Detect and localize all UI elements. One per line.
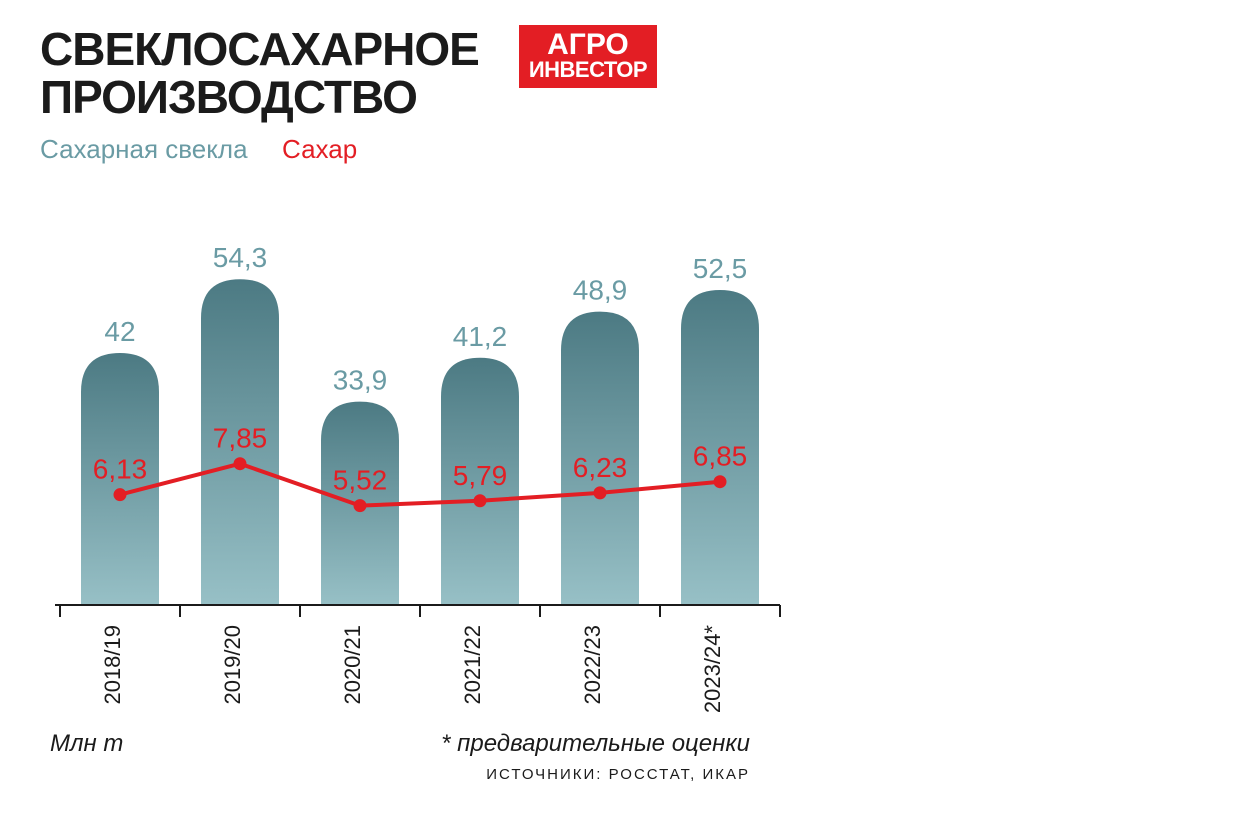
bar-value-label: 42	[104, 316, 135, 347]
title-line-2: ПРОИЗВОДСТВО	[40, 71, 417, 123]
line-value-label: 7,85	[213, 422, 268, 453]
sources-label: ИСТОЧНИКИ: РОССТАТ, ИКАР	[50, 766, 750, 783]
chart-svg: 42 54,3 33,9 41,2 48,9 52,5 2018/19 2019/20 2020…	[50, 190, 790, 715]
x-category-label: 2019/20	[220, 625, 245, 705]
bar-value-label: 48,9	[573, 274, 628, 305]
line-value-label: 5,52	[333, 464, 388, 495]
line-value-label: 6,13	[93, 453, 148, 484]
x-category-label: 2023/24*	[700, 624, 725, 713]
legend-item-line: Сахар	[282, 134, 357, 165]
bar-value-label: 54,3	[213, 242, 268, 273]
bar-value-label: 33,9	[333, 364, 388, 395]
line-value-label: 6,85	[693, 440, 748, 471]
x-category-label: 2020/21	[340, 625, 365, 705]
footer-row: Млн т * предварительные оценки	[50, 730, 750, 758]
logo-line-2: ИНВЕСТОР	[529, 60, 647, 81]
footer: Млн т * предварительные оценки ИСТОЧНИКИ…	[50, 730, 1200, 783]
line-marker	[354, 499, 366, 511]
line-marker	[714, 475, 726, 487]
line-marker	[114, 488, 126, 500]
line-marker	[234, 457, 246, 469]
legend-item-bars: Сахарная свекла	[40, 134, 248, 165]
x-category-label: 2018/19	[100, 625, 125, 705]
line-value-label: 6,23	[573, 451, 628, 482]
x-category-label: 2021/22	[460, 625, 485, 705]
line-marker	[594, 486, 606, 498]
line-value-label: 5,79	[453, 459, 508, 490]
title-line-1: СВЕКЛОСАХАРНОЕ	[40, 23, 479, 75]
bar-value-label: 41,2	[453, 320, 508, 351]
bar-value-label: 52,5	[693, 253, 748, 284]
header: СВЕКЛОСАХАРНОЕ ПРОИЗВОДСТВО АГРО ИНВЕСТО…	[40, 25, 1200, 122]
chart: 42 54,3 33,9 41,2 48,9 52,5 2018/19 2019/20 2020…	[50, 190, 1200, 720]
x-category-label: 2022/23	[580, 625, 605, 705]
logo-badge: АГРО ИНВЕСТОР	[519, 25, 657, 88]
footnote-label: * предварительные оценки	[441, 730, 750, 758]
legend: Сахарная свекла Сахар	[40, 134, 1200, 165]
page-title: СВЕКЛОСАХАРНОЕ ПРОИЗВОДСТВО	[40, 25, 479, 122]
logo-line-1: АГРО	[529, 31, 647, 60]
units-label: Млн т	[50, 730, 123, 758]
line-marker	[474, 494, 486, 506]
